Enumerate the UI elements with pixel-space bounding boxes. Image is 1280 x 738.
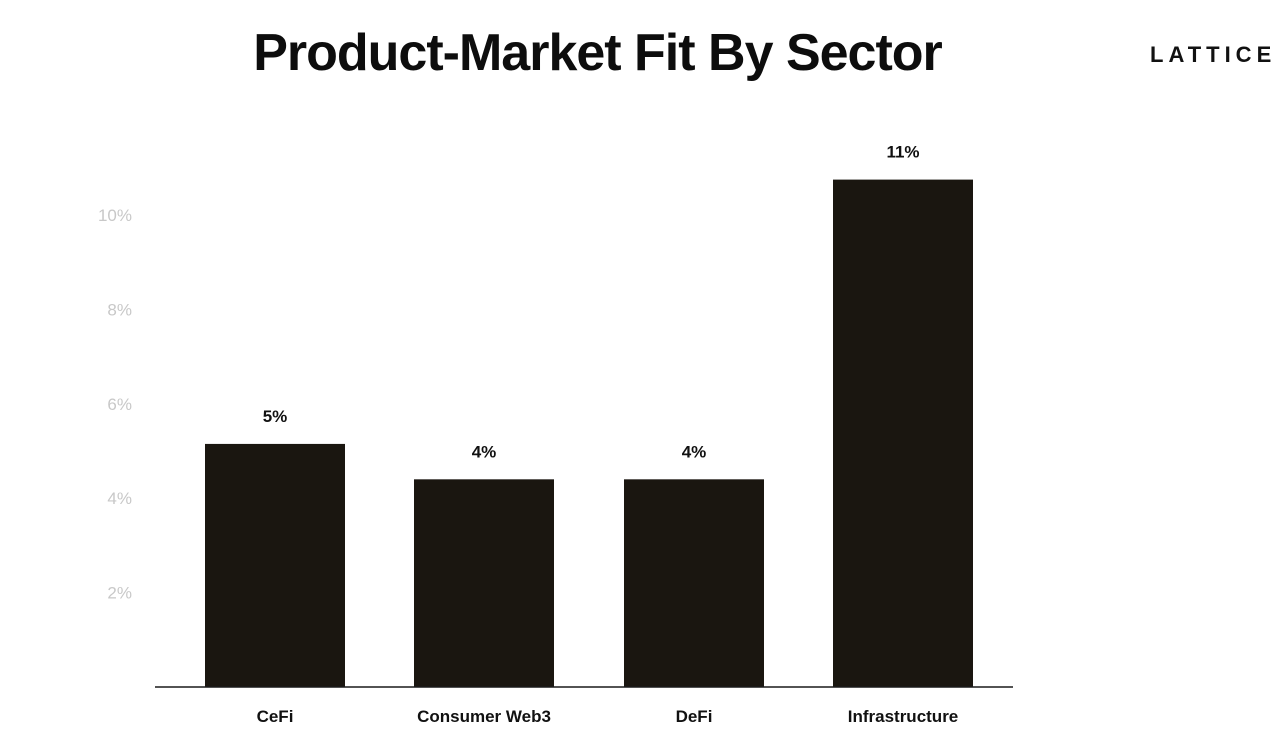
y-tick-label: 6% xyxy=(107,395,132,414)
data-label: 5% xyxy=(263,407,288,426)
bar-defi xyxy=(624,479,764,687)
y-tick-label: 8% xyxy=(107,300,132,319)
y-tick-label: 2% xyxy=(107,584,132,603)
category-label: CeFi xyxy=(257,707,294,726)
y-axis-ticks: 2% 4% 6% 8% 10% xyxy=(98,206,132,603)
data-labels: 5% 4% 4% 11% xyxy=(263,143,920,462)
data-label: 4% xyxy=(472,442,497,461)
category-label: Infrastructure xyxy=(848,707,959,726)
data-label: 11% xyxy=(886,143,919,162)
data-label: 4% xyxy=(682,442,707,461)
bars xyxy=(205,179,973,687)
category-label: Consumer Web3 xyxy=(417,707,551,726)
y-tick-label: 10% xyxy=(98,206,132,225)
bar-cefi xyxy=(205,443,345,687)
category-labels: CeFi Consumer Web3 DeFi Infrastructure xyxy=(257,707,959,726)
category-label: DeFi xyxy=(676,707,713,726)
bar-consumer-web3 xyxy=(414,479,554,687)
y-tick-label: 4% xyxy=(107,489,132,508)
chart-title: Product-Market Fit By Sector xyxy=(253,24,943,82)
bar-infrastructure xyxy=(833,179,973,687)
lattice-logo: LATTICE xyxy=(1150,42,1277,67)
